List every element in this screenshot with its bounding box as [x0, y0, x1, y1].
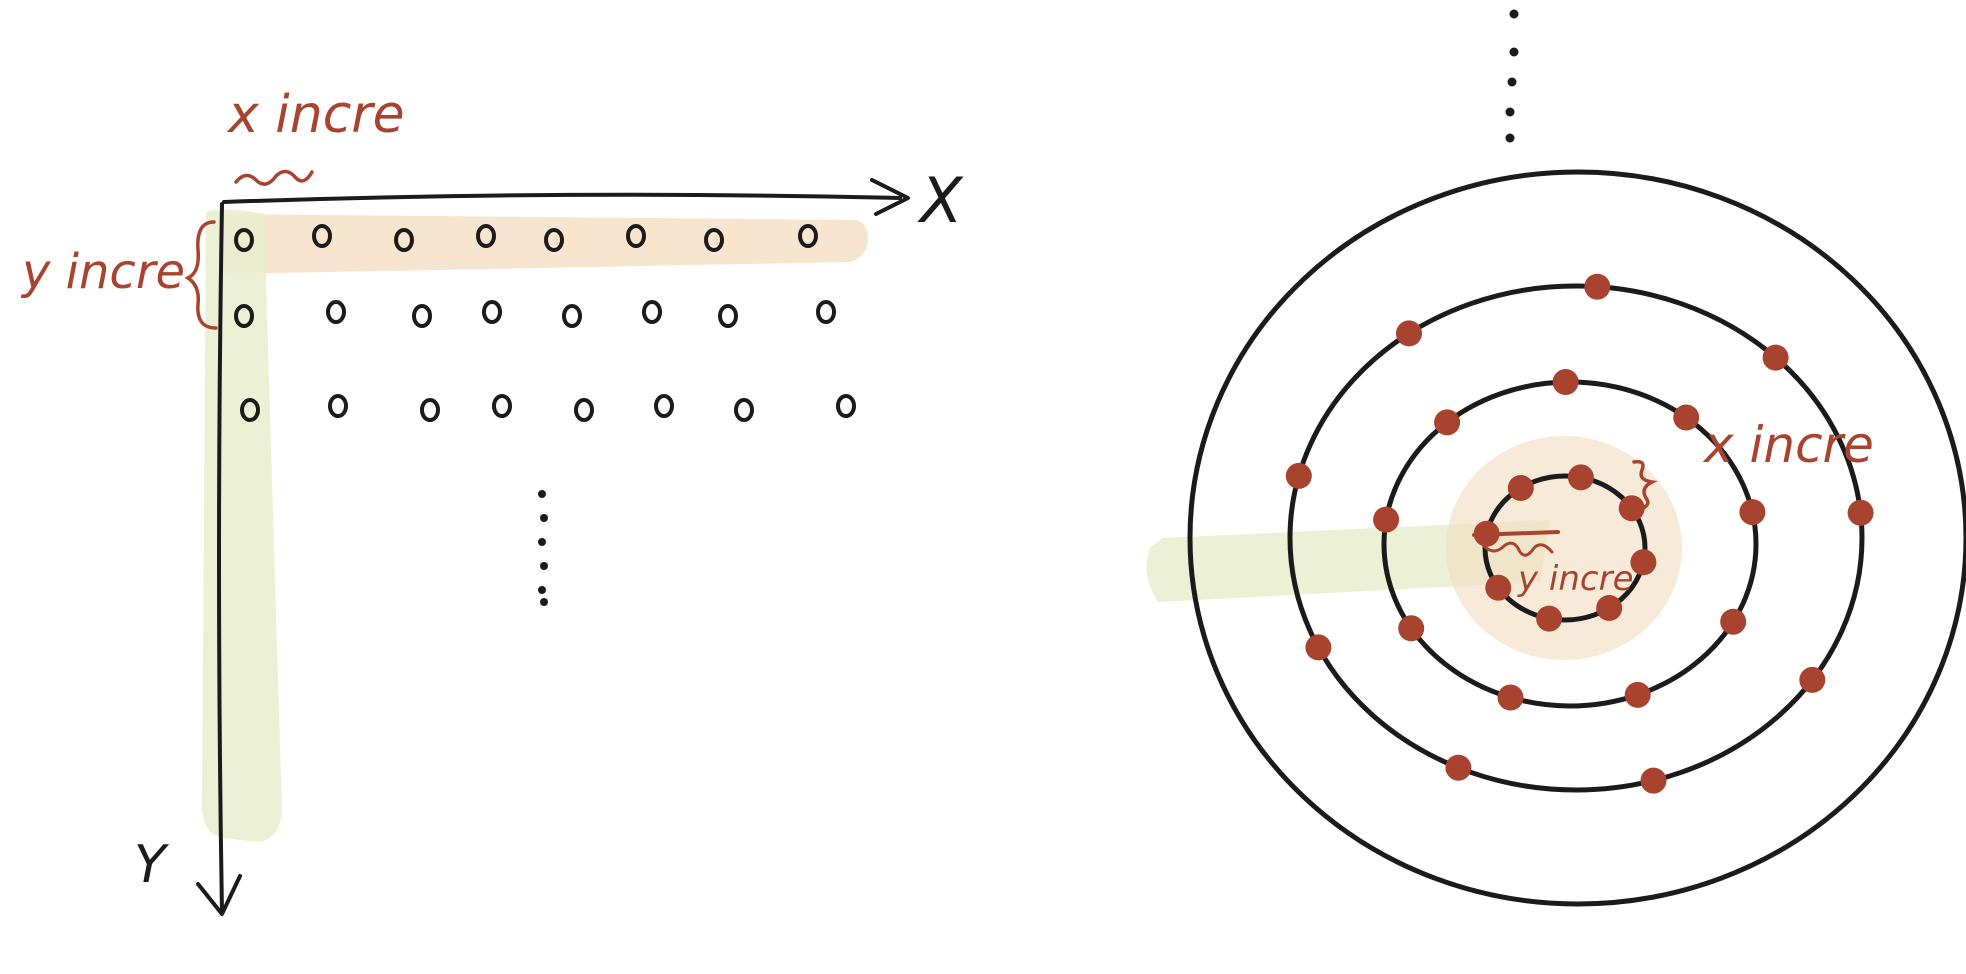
grid-point	[562, 304, 582, 328]
polar-points	[1285, 273, 1874, 794]
y-column-highlight	[201, 209, 282, 842]
concentric-rings	[1187, 169, 1966, 907]
grid-point	[326, 300, 346, 324]
ring-point	[1584, 273, 1611, 300]
grid-point	[798, 224, 818, 248]
grid-point	[816, 300, 836, 324]
ring-point	[1618, 495, 1645, 522]
grid-point	[394, 228, 414, 252]
polar-continuation-dots	[1505, 9, 1519, 143]
x-incre-label-polar: x incre	[1702, 416, 1874, 474]
ring-point	[1847, 499, 1874, 526]
grid-continuation-dots	[538, 490, 548, 606]
x-incre-label-grid: x incre	[226, 85, 405, 145]
ring-point	[1373, 506, 1400, 533]
ring-point	[1485, 574, 1512, 601]
grid-point	[240, 398, 260, 422]
y-incre-label-grid: y incre	[20, 244, 185, 300]
cartesian-diagram: X Y x incre y incre	[20, 85, 964, 916]
grid-points	[234, 224, 856, 422]
grid-point	[234, 304, 254, 328]
y-incre-brace-grid	[184, 220, 218, 330]
ring-point	[1305, 634, 1332, 661]
y-incre-brace-polar	[1482, 541, 1554, 557]
grid-point	[492, 394, 512, 418]
ring-point	[1640, 767, 1667, 794]
center-highlight	[1446, 436, 1682, 660]
ring-point	[1552, 369, 1579, 395]
ring-point	[1596, 595, 1623, 621]
ring-point	[1567, 464, 1594, 491]
y-incre-label-polar: y incre	[1517, 559, 1634, 599]
grid-point	[412, 304, 432, 328]
x-row-highlight	[217, 214, 868, 274]
ring-4	[1187, 169, 1966, 907]
grid-point	[626, 224, 646, 248]
x-incre-brace-polar	[1632, 459, 1658, 512]
grid-point	[704, 228, 724, 252]
y-axis-line	[217, 202, 224, 914]
grid-point	[328, 394, 348, 418]
ring-point	[1799, 666, 1826, 693]
ring-point	[1497, 684, 1524, 711]
grid-point	[234, 228, 254, 252]
ring-point	[1720, 608, 1747, 635]
ring-point	[1762, 344, 1789, 371]
x-axis-line	[222, 192, 902, 204]
grid-point	[836, 394, 856, 418]
x-axis-label: X	[917, 164, 964, 237]
grid-point	[574, 398, 594, 422]
y-axis-label: Y	[134, 835, 170, 895]
grid-point	[420, 398, 440, 422]
grid-point	[654, 394, 674, 418]
grid-point	[312, 224, 332, 248]
grid-point	[544, 228, 564, 252]
ring-point	[1536, 605, 1563, 632]
ring-point	[1285, 462, 1312, 489]
x-axis-arrowhead	[870, 178, 910, 216]
grid-point	[476, 224, 496, 248]
grid-point	[482, 300, 502, 324]
grid-point	[642, 300, 662, 324]
y-axis-arrowhead	[196, 874, 242, 916]
ring-point	[1445, 754, 1472, 781]
y-incre-radius-line	[1472, 530, 1560, 537]
ring-point	[1630, 549, 1657, 576]
ring-point	[1434, 409, 1461, 436]
ring-3	[1287, 283, 1865, 793]
x-incre-brace-grid	[234, 169, 314, 186]
ring-point	[1673, 404, 1700, 431]
ring-point	[1398, 615, 1425, 642]
ring-point	[1507, 475, 1534, 501]
ring-point	[1739, 499, 1766, 526]
grid-point	[734, 398, 754, 422]
grid-point	[718, 304, 738, 328]
ring-point	[1396, 320, 1422, 347]
ring-point	[1624, 681, 1651, 708]
polar-diagram: x incre y incre	[1146, 9, 1966, 907]
